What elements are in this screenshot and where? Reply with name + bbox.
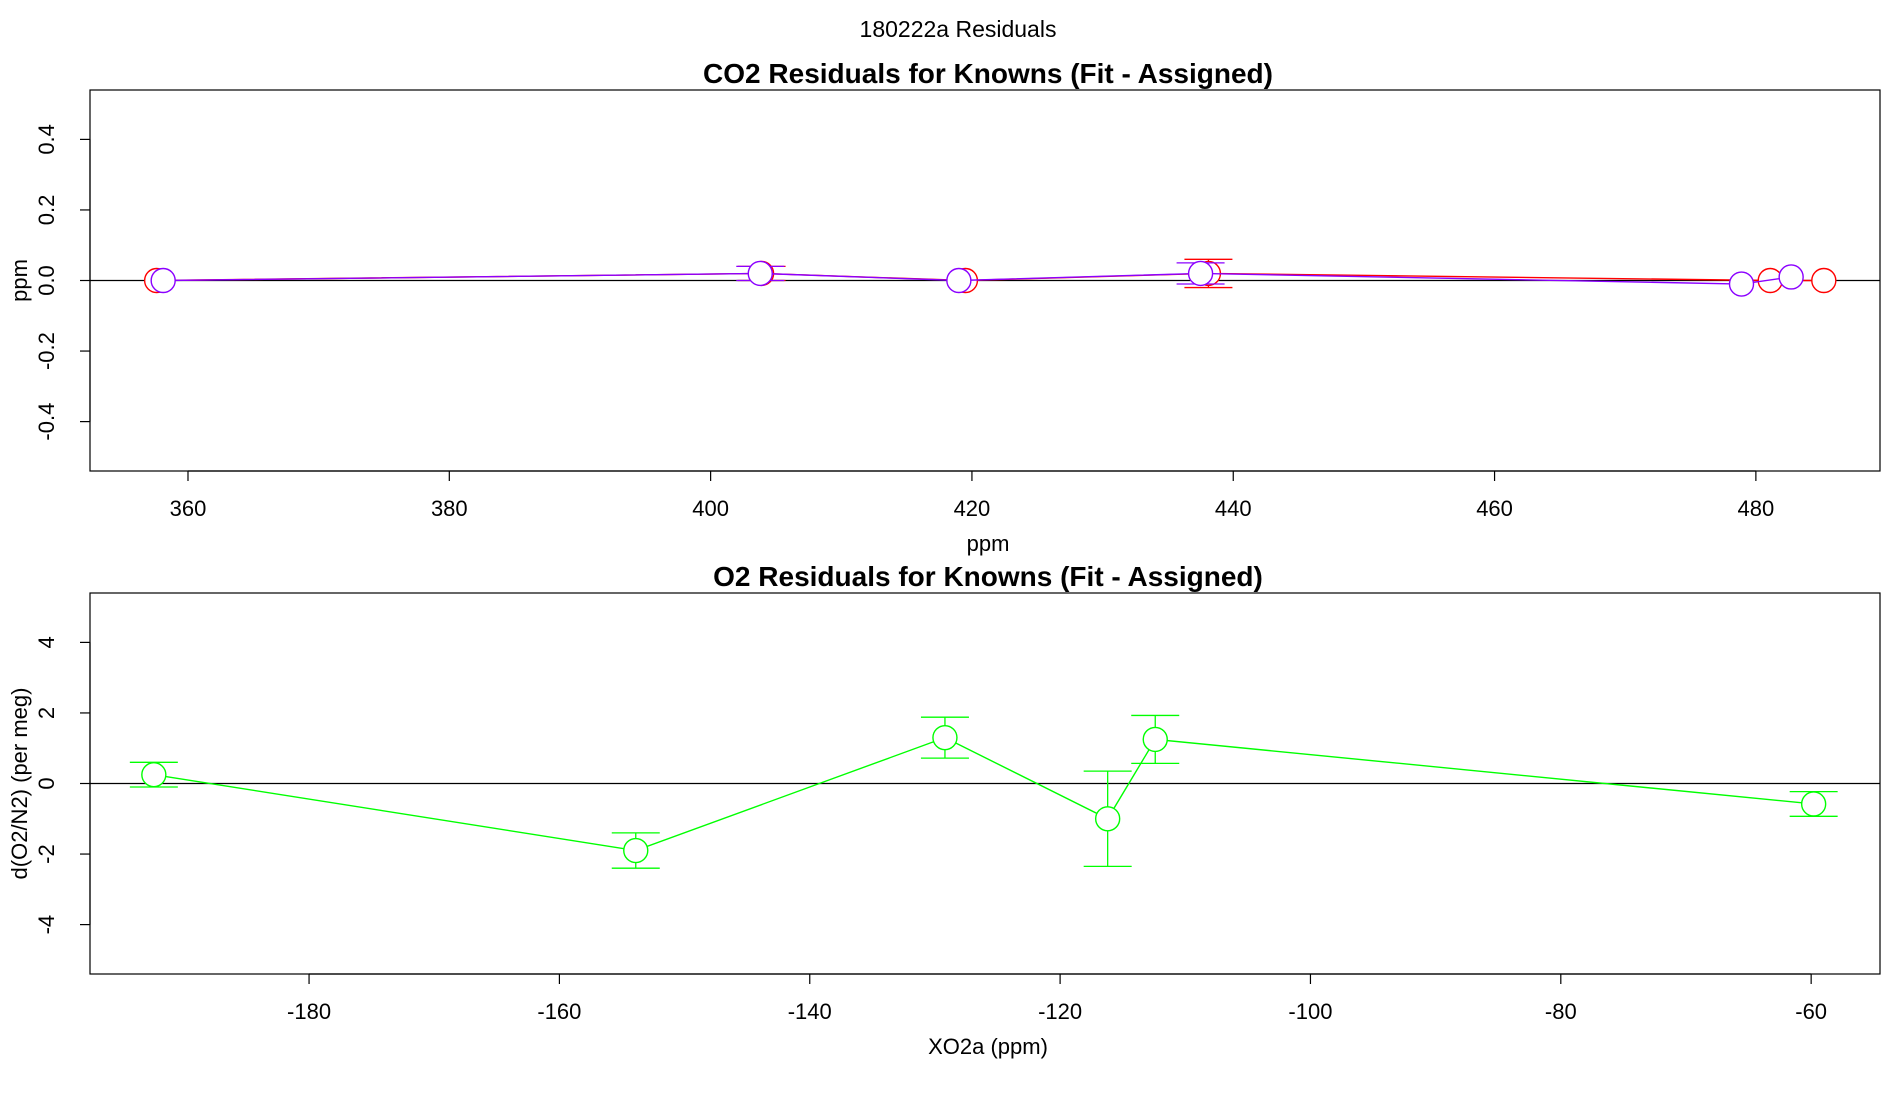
o2-data-marks xyxy=(129,714,1838,869)
o2-x-axis-label: XO2a (ppm) xyxy=(928,1034,1048,1059)
o2-y-tick-label: 4 xyxy=(34,636,59,648)
o2-y-tick-label: 0 xyxy=(34,777,59,789)
co2-y-tick-label: 0.4 xyxy=(34,124,59,155)
o2-residuals-panel: O2 Residuals for Knowns (Fit - Assigned)… xyxy=(7,561,1881,1059)
co2-panel-title: CO2 Residuals for Knowns (Fit - Assigned… xyxy=(703,58,1273,89)
co2-y-tick-label: -0.4 xyxy=(34,403,59,441)
co2-y-tick-label: 0.0 xyxy=(34,265,59,296)
co2-x-tick-label: 460 xyxy=(1476,496,1513,521)
co2-data-point xyxy=(1778,264,1804,290)
co2-y-axis-label: ppm xyxy=(7,259,32,302)
figure-title: 180222a Residuals xyxy=(860,16,1057,42)
co2-data-point xyxy=(1187,260,1214,287)
o2-y-tick-label: 2 xyxy=(34,707,59,719)
o2-x-tick-label: -140 xyxy=(788,999,832,1024)
o2-data-point xyxy=(1142,726,1168,753)
o2-x-tick-label: -120 xyxy=(1038,999,1082,1024)
o2-series-line xyxy=(153,736,1814,852)
co2-x-tick-label: 420 xyxy=(954,496,991,521)
co2-axis-ticks: 360 380 400 420 440 460 480 -0.4 -0.2 0.0 0.2 0.4 xyxy=(34,124,1880,521)
co2-series-2 xyxy=(150,260,1804,297)
o2-x-tick-label: -180 xyxy=(287,999,331,1024)
o2-x-tick-label: -60 xyxy=(1795,999,1827,1024)
o2-data-point xyxy=(141,761,167,788)
o2-axis-ticks: -180 -160 -140 -120 -100 -80 -60 -4 -2 0 2 4 xyxy=(34,636,1880,1024)
co2-data-point xyxy=(1811,267,1837,294)
co2-series-1 xyxy=(143,258,1837,294)
o2-y-tick-label: -2 xyxy=(34,844,59,864)
co2-x-tick-label: 480 xyxy=(1738,496,1775,521)
co2-y-tick-label: -0.2 xyxy=(34,332,59,370)
o2-data-point xyxy=(623,837,649,864)
co2-data-point xyxy=(747,260,773,287)
co2-x-tick-label: 440 xyxy=(1215,496,1252,521)
co2-data-point xyxy=(946,267,972,294)
o2-data-point xyxy=(1094,806,1121,832)
co2-x-tick-label: 400 xyxy=(692,496,729,521)
co2-data-point xyxy=(1728,271,1755,297)
co2-y-tick-label: 0.2 xyxy=(34,195,59,226)
o2-y-tick-label: -4 xyxy=(34,915,59,935)
co2-data-marks xyxy=(143,258,1837,297)
co2-data-point xyxy=(150,267,176,294)
o2-data-point xyxy=(932,724,958,751)
o2-series-1 xyxy=(129,714,1838,869)
co2-x-tick-label: 380 xyxy=(431,496,468,521)
o2-x-tick-label: -100 xyxy=(1288,999,1332,1024)
o2-x-tick-label: -160 xyxy=(537,999,581,1024)
co2-x-tick-label: 360 xyxy=(170,496,207,521)
o2-data-point xyxy=(1800,791,1827,817)
co2-x-axis-label: ppm xyxy=(967,531,1010,556)
co2-residuals-panel: CO2 Residuals for Knowns (Fit - Assigned… xyxy=(7,58,1881,556)
o2-y-axis-label: d(O2/N2) (per meg) xyxy=(7,688,32,880)
o2-panel-title: O2 Residuals for Knowns (Fit - Assigned) xyxy=(713,561,1263,592)
o2-x-tick-label: -80 xyxy=(1545,999,1577,1024)
